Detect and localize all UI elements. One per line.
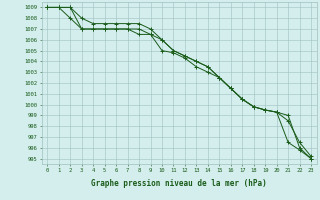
X-axis label: Graphe pression niveau de la mer (hPa): Graphe pression niveau de la mer (hPa) bbox=[91, 179, 267, 188]
